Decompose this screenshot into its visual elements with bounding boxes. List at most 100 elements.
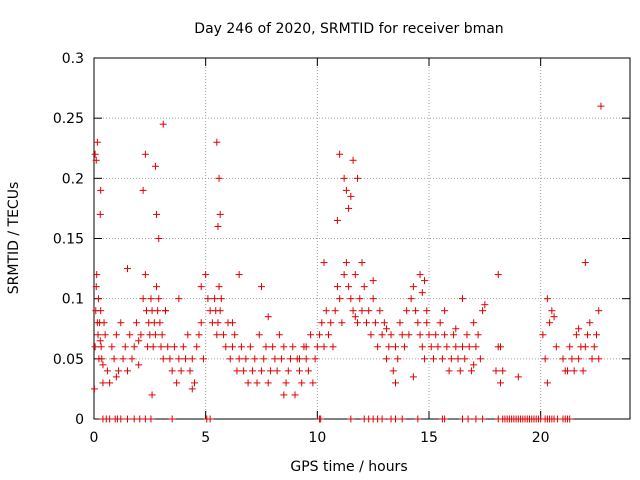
data-point: [476, 355, 484, 363]
data-point: [464, 415, 472, 423]
data-point: [385, 343, 393, 351]
data-point: [494, 343, 502, 351]
data-point: [273, 367, 281, 375]
data-point: [441, 331, 449, 339]
data-point: [541, 355, 549, 363]
data-point: [333, 283, 341, 291]
y-tick-label: 0.2: [62, 171, 84, 187]
data-point: [441, 307, 449, 315]
x-tick-label: 20: [532, 430, 550, 446]
data-point: [151, 331, 159, 339]
x-tick-label: 15: [420, 430, 438, 446]
data-point: [215, 174, 223, 182]
data-point: [161, 307, 169, 315]
data-point: [126, 331, 134, 339]
data-point: [322, 307, 330, 315]
data-point: [197, 283, 205, 291]
data-point: [100, 319, 108, 327]
data-point: [214, 319, 222, 327]
data-point: [226, 355, 234, 363]
data-point: [135, 337, 143, 345]
data-point: [421, 355, 429, 363]
data-point: [369, 277, 377, 285]
data-point: [392, 415, 399, 423]
data-point: [559, 355, 567, 363]
data-point: [465, 343, 473, 351]
data-point: [166, 355, 174, 363]
data-point: [202, 271, 210, 279]
data-point: [191, 379, 198, 387]
data-point: [403, 307, 411, 315]
data-point: [369, 295, 377, 303]
data-point: [421, 277, 429, 285]
data-point: [94, 295, 102, 303]
data-point: [452, 325, 460, 333]
data-point: [380, 319, 388, 327]
data-point: [220, 331, 228, 339]
data-point: [329, 343, 337, 351]
data-point: [295, 367, 303, 375]
data-point: [253, 379, 261, 387]
data-point: [552, 343, 560, 351]
data-point: [467, 367, 475, 375]
data-point: [91, 343, 99, 351]
data-point: [595, 355, 603, 363]
data-point: [472, 415, 480, 423]
data-point: [345, 204, 353, 212]
data-point: [338, 319, 346, 327]
data-point: [423, 307, 431, 315]
data-point: [584, 331, 592, 339]
data-point: [110, 355, 118, 363]
data-point: [94, 331, 102, 339]
data-point: [155, 295, 163, 303]
data-point: [416, 331, 424, 339]
data-point: [284, 367, 292, 375]
data-point: [175, 295, 183, 303]
data-point: [291, 391, 299, 399]
data-point: [159, 355, 167, 363]
data-point: [396, 319, 404, 327]
data-point: [222, 343, 230, 351]
data-point: [575, 325, 583, 333]
data-point: [307, 331, 315, 339]
y-tick-label: 0.1: [62, 292, 84, 308]
data-point: [394, 355, 402, 363]
y-axis-label: SRMTID / TECUs: [6, 182, 22, 295]
y-tick-label: 0.25: [53, 111, 84, 127]
data-point: [470, 361, 478, 369]
data-point: [233, 367, 241, 375]
data-point: [374, 343, 382, 351]
chart-title: Day 246 of 2020, SRMTID for receiver bma…: [194, 21, 503, 37]
data-point: [97, 343, 105, 351]
data-point: [235, 271, 243, 279]
data-point: [262, 343, 270, 351]
data-point: [99, 361, 107, 369]
data-point: [182, 355, 190, 363]
data-point: [97, 186, 105, 194]
data-point: [454, 355, 462, 363]
data-point: [586, 319, 594, 327]
data-point: [96, 210, 104, 218]
data-point: [389, 367, 397, 375]
data-point: [216, 210, 224, 218]
x-axis-label: GPS time / hours: [290, 459, 407, 475]
data-point: [474, 331, 482, 339]
y-tick-label: 0.05: [53, 352, 84, 368]
data-point: [543, 379, 551, 387]
data-point: [447, 355, 455, 363]
data-point: [155, 235, 163, 242]
data-point: [92, 156, 100, 164]
data-point: [566, 343, 574, 351]
data-point: [362, 319, 370, 327]
data-point: [463, 331, 471, 339]
data-point: [546, 319, 554, 327]
data-point: [317, 415, 325, 423]
data-point: [304, 367, 312, 375]
data-point: [371, 319, 379, 327]
data-point: [354, 319, 362, 327]
data-point: [235, 355, 243, 363]
data-point: [90, 385, 98, 393]
data-point: [264, 313, 272, 321]
data-point: [347, 415, 355, 423]
data-point: [264, 379, 272, 387]
